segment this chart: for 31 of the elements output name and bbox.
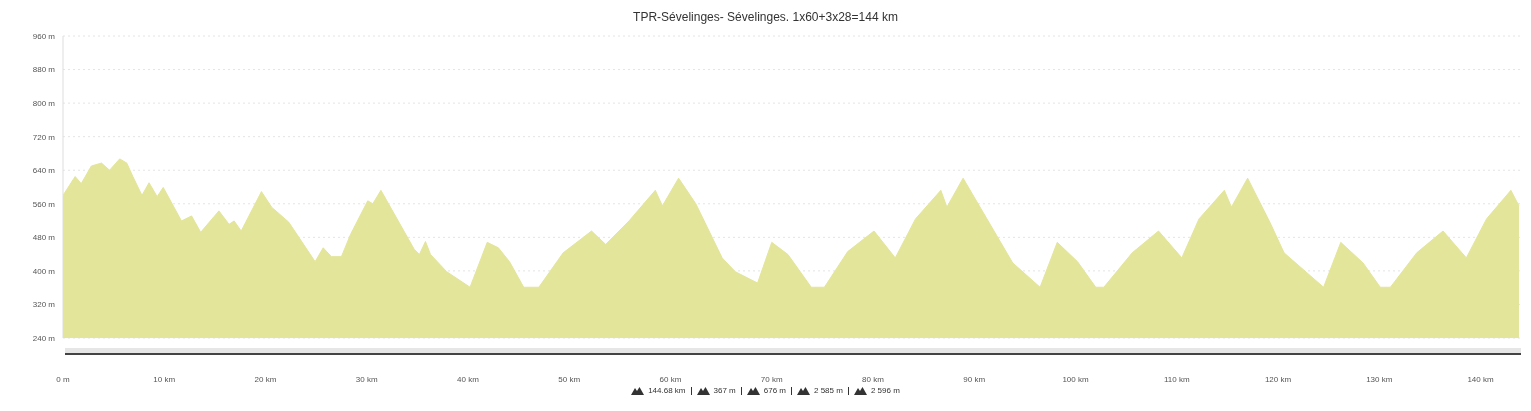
x-tick-label: 130 km <box>1366 374 1393 384</box>
text: 676 m <box>763 386 786 395</box>
x-tick-label: 100 km <box>1062 374 1089 384</box>
y-tick-label: 720 m <box>32 132 56 142</box>
y-tick-label: 880 m <box>32 65 56 75</box>
x-tick-label: 30 km <box>355 374 378 384</box>
x-tick-label: 20 km <box>254 374 277 384</box>
x-tick-label: 80 km <box>862 374 885 384</box>
x-tick-label: 90 km <box>963 374 986 384</box>
x-tick-label: 10 km <box>153 374 176 384</box>
x-tick-label: 50 km <box>558 374 581 384</box>
x-tick-label: 140 km <box>1467 374 1494 384</box>
x-tick-label: 110 km <box>1163 374 1190 384</box>
x-tick-label: 120 km <box>1264 374 1292 384</box>
x-tick-label: 60 km <box>659 374 682 384</box>
y-tick-label: 480 m <box>32 233 56 243</box>
chart-title: TPR-Sévelinges- Sévelinges. 1x60+3x28=144 km <box>632 9 899 26</box>
y-tick-label: 560 m <box>32 199 56 209</box>
x-tick-label: 70 km <box>760 374 783 384</box>
y-tick-label: 640 m <box>32 166 56 176</box>
text: 2 585 m <box>814 386 843 395</box>
y-tick-label: 800 m <box>32 98 56 108</box>
text: 367 m <box>713 386 736 395</box>
y-tick-label: 240 m <box>32 333 56 343</box>
y-tick-label: 960 m <box>32 31 56 41</box>
y-tick-label: 320 m <box>32 300 56 310</box>
y-tick-label: 400 m <box>32 266 56 276</box>
x-tick-label: 40 km <box>457 374 480 384</box>
text: 2 596 m <box>870 386 900 395</box>
x-tick-label: 0 m <box>56 374 70 384</box>
text: 144.68 km <box>648 386 686 395</box>
